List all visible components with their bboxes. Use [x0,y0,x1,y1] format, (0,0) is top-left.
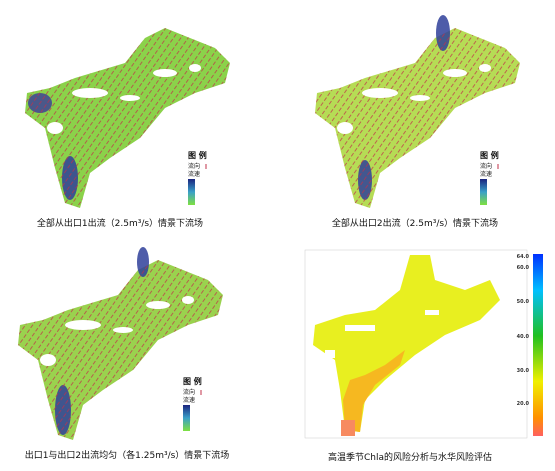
flow-map [25,28,230,208]
chla-map [304,249,543,439]
legend-direction: 流向 [188,162,200,170]
flow-map [315,15,520,208]
caption: 出口1与出口2出流均匀（各1.25m³/s）情景下流场 [25,449,230,461]
colorbar-tick-label: 20.0 [517,401,530,407]
colorbar-tick-label: 40.0 [517,334,530,340]
colorbar-tick-label: 30.0 [517,368,530,374]
legend-direction: 流向 [183,388,195,396]
legend-colorbar [183,405,190,431]
flow-map [18,247,223,440]
legend-direction: 流向 [480,162,492,170]
colorbar-tick-label: 64.0 [517,254,530,260]
caption: 高温季节Chla的风险分析与水华风险评估 [328,451,492,463]
legend-speed: 流速 [188,170,200,178]
legend-speed: 流速 [480,170,492,178]
legend-colorbar [480,179,487,205]
legend-title: 图 例 [480,150,499,160]
legend-colorbar [188,179,195,205]
colorbar-tick-label: 50.0 [517,299,530,305]
colorbar-tick-label: 60.0 [517,265,530,271]
legend-speed: 流速 [183,396,195,404]
legend-title: 图 例 [188,150,207,160]
caption: 全部从出口1出流（2.5m³/s）情景下流场 [37,217,203,229]
caption: 全部从出口2出流（2.5m³/s）情景下流场 [332,217,498,229]
legend-title: 图 例 [183,376,202,386]
